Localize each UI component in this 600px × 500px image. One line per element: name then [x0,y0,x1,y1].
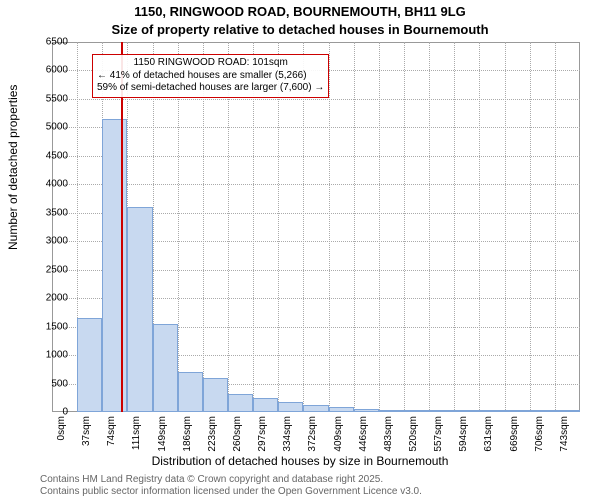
histogram-bar [127,207,152,412]
footer-text: Contains HM Land Registry data © Crown c… [40,474,422,498]
y-tick-label: 5500 [28,93,68,104]
footer-line1: Contains HM Land Registry data © Crown c… [40,474,422,486]
gridline-v [479,42,480,412]
gridline-v [505,42,506,412]
x-tick-label: 706sqm [534,416,545,456]
x-tick-label: 0sqm [56,416,67,456]
annotation-box: 1150 RINGWOOD ROAD: 101sqm← 41% of detac… [92,54,329,98]
x-tick-label: 111sqm [131,416,142,456]
histogram-bar [505,410,530,412]
histogram-bar [178,372,203,412]
x-tick-label: 37sqm [81,416,92,456]
footer-line2: Contains public sector information licen… [40,486,422,498]
x-tick-label: 260sqm [232,416,243,456]
y-tick-label: 1000 [28,350,68,361]
gridline-h [52,99,580,100]
gridline-v [354,42,355,412]
gridline-h [52,184,580,185]
gridline-v [228,42,229,412]
histogram-bar [555,410,580,412]
x-tick-label: 557sqm [433,416,444,456]
chart-title: 1150, RINGWOOD ROAD, BOURNEMOUTH, BH11 9… [0,4,600,19]
y-tick-label: 1500 [28,321,68,332]
gridline-v [278,42,279,412]
chart-container: 1150, RINGWOOD ROAD, BOURNEMOUTH, BH11 9… [0,0,600,500]
histogram-bar [404,410,429,412]
property-marker-line [121,42,123,412]
gridline-v [379,42,380,412]
y-tick-label: 500 [28,378,68,389]
gridline-v [404,42,405,412]
histogram-bar [278,402,303,412]
y-tick-label: 4000 [28,179,68,190]
gridline-h [52,156,580,157]
x-tick-label: 74sqm [106,416,117,456]
x-tick-label: 186sqm [182,416,193,456]
histogram-bar [379,410,404,412]
x-tick-label: 483sqm [383,416,394,456]
gridline-h [52,127,580,128]
chart-subtitle: Size of property relative to detached ho… [0,22,600,37]
histogram-bar [228,394,253,412]
gridline-v [555,42,556,412]
x-tick-label: 631sqm [483,416,494,456]
x-tick-label: 372sqm [307,416,318,456]
x-tick-label: 334sqm [282,416,293,456]
y-tick-label: 6500 [28,37,68,48]
y-tick-label: 4500 [28,150,68,161]
y-tick-label: 2000 [28,293,68,304]
gridline-v [329,42,330,412]
histogram-bar [329,407,354,412]
histogram-bar [429,410,454,412]
histogram-bar [77,318,102,412]
histogram-bar [303,405,328,412]
histogram-bar [203,378,228,412]
histogram-bar [479,410,504,412]
x-tick-label: 409sqm [333,416,344,456]
y-tick-label: 5000 [28,122,68,133]
annotation-line: 1150 RINGWOOD ROAD: 101sqm [97,57,324,70]
x-tick-label: 520sqm [408,416,419,456]
x-tick-label: 743sqm [559,416,570,456]
x-tick-label: 223sqm [207,416,218,456]
histogram-bar [102,119,127,412]
y-tick-label: 6000 [28,65,68,76]
annotation-line: ← 41% of detached houses are smaller (5,… [97,70,324,83]
gridline-v [530,42,531,412]
x-axis-label: Distribution of detached houses by size … [0,454,600,468]
annotation-line: 59% of semi-detached houses are larger (… [97,82,324,95]
histogram-bar [153,324,178,412]
x-tick-label: 446sqm [358,416,369,456]
y-tick-label: 3000 [28,236,68,247]
gridline-v [253,42,254,412]
y-tick-label: 2500 [28,264,68,275]
gridline-v [203,42,204,412]
histogram-bar [530,410,555,412]
x-tick-label: 669sqm [509,416,520,456]
x-tick-label: 594sqm [458,416,469,456]
gridline-v [303,42,304,412]
x-tick-label: 149sqm [157,416,168,456]
gridline-v [454,42,455,412]
gridline-v [429,42,430,412]
x-tick-label: 297sqm [257,416,268,456]
gridline-v [178,42,179,412]
y-tick-label: 3500 [28,207,68,218]
plot-area: 1150 RINGWOOD ROAD: 101sqm← 41% of detac… [52,42,580,412]
y-axis-label: Number of detached properties [6,85,20,250]
histogram-bar [253,398,278,412]
histogram-bar [354,409,379,412]
histogram-bar [454,410,479,412]
